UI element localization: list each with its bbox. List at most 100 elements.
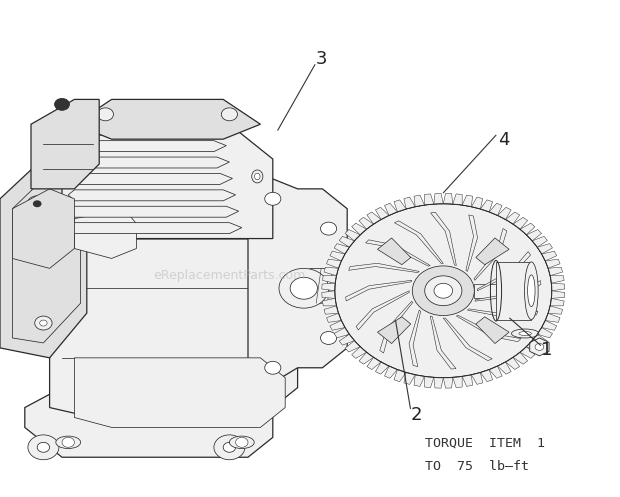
Polygon shape bbox=[74, 358, 285, 427]
Text: 3: 3 bbox=[316, 50, 327, 68]
Circle shape bbox=[341, 209, 546, 373]
Polygon shape bbox=[339, 237, 355, 247]
Polygon shape bbox=[409, 310, 421, 367]
Polygon shape bbox=[443, 318, 492, 361]
Text: TORQUE  ITEM  1: TORQUE ITEM 1 bbox=[425, 437, 545, 450]
Circle shape bbox=[412, 266, 474, 316]
Polygon shape bbox=[81, 124, 223, 135]
Polygon shape bbox=[496, 262, 531, 320]
Polygon shape bbox=[414, 195, 425, 207]
Circle shape bbox=[279, 268, 329, 308]
Circle shape bbox=[28, 435, 59, 460]
Polygon shape bbox=[505, 357, 520, 369]
Polygon shape bbox=[474, 284, 496, 298]
Polygon shape bbox=[453, 194, 462, 205]
Circle shape bbox=[265, 192, 281, 205]
Polygon shape bbox=[462, 195, 472, 207]
Polygon shape bbox=[310, 268, 372, 303]
Ellipse shape bbox=[519, 331, 531, 335]
Polygon shape bbox=[497, 207, 511, 220]
Polygon shape bbox=[322, 298, 337, 306]
Polygon shape bbox=[434, 193, 443, 204]
Circle shape bbox=[214, 435, 245, 460]
Polygon shape bbox=[330, 251, 345, 261]
Polygon shape bbox=[68, 190, 236, 201]
Polygon shape bbox=[367, 212, 381, 224]
Polygon shape bbox=[497, 362, 511, 374]
Polygon shape bbox=[551, 283, 565, 291]
Polygon shape bbox=[551, 291, 565, 298]
Polygon shape bbox=[475, 281, 541, 301]
Polygon shape bbox=[322, 276, 337, 283]
Circle shape bbox=[236, 437, 248, 447]
Circle shape bbox=[27, 196, 47, 212]
Polygon shape bbox=[248, 169, 347, 398]
Polygon shape bbox=[443, 377, 453, 388]
Polygon shape bbox=[538, 244, 552, 254]
Circle shape bbox=[434, 283, 453, 298]
Text: 2: 2 bbox=[411, 406, 422, 424]
Polygon shape bbox=[466, 215, 477, 271]
Polygon shape bbox=[414, 375, 425, 386]
Polygon shape bbox=[384, 366, 397, 378]
Polygon shape bbox=[330, 321, 345, 331]
Polygon shape bbox=[471, 197, 483, 209]
Polygon shape bbox=[346, 280, 412, 301]
Polygon shape bbox=[378, 238, 411, 265]
Ellipse shape bbox=[56, 436, 81, 448]
Polygon shape bbox=[367, 357, 381, 369]
Polygon shape bbox=[345, 230, 360, 241]
Polygon shape bbox=[467, 309, 538, 318]
Polygon shape bbox=[431, 213, 456, 265]
Polygon shape bbox=[327, 259, 342, 268]
Polygon shape bbox=[462, 375, 472, 386]
Circle shape bbox=[97, 108, 113, 121]
Polygon shape bbox=[532, 237, 547, 248]
Polygon shape bbox=[359, 352, 374, 364]
Polygon shape bbox=[394, 221, 443, 263]
Polygon shape bbox=[334, 328, 349, 338]
Polygon shape bbox=[480, 200, 493, 212]
Polygon shape bbox=[505, 212, 520, 224]
Polygon shape bbox=[356, 291, 409, 330]
Polygon shape bbox=[352, 223, 366, 235]
Polygon shape bbox=[550, 298, 564, 306]
Polygon shape bbox=[384, 203, 397, 215]
Ellipse shape bbox=[525, 262, 538, 320]
Polygon shape bbox=[78, 141, 226, 152]
Polygon shape bbox=[334, 244, 349, 254]
Polygon shape bbox=[548, 306, 562, 314]
Polygon shape bbox=[542, 321, 557, 331]
Text: eReplacementParts.com: eReplacementParts.com bbox=[153, 269, 306, 282]
Circle shape bbox=[33, 200, 42, 207]
Polygon shape bbox=[404, 197, 415, 209]
Polygon shape bbox=[0, 164, 87, 358]
Polygon shape bbox=[526, 340, 541, 352]
Polygon shape bbox=[324, 267, 339, 276]
Polygon shape bbox=[474, 229, 507, 280]
Ellipse shape bbox=[255, 173, 260, 180]
Circle shape bbox=[535, 343, 544, 350]
Circle shape bbox=[221, 108, 237, 121]
Circle shape bbox=[40, 320, 47, 326]
Polygon shape bbox=[376, 362, 389, 374]
Polygon shape bbox=[542, 251, 557, 261]
Polygon shape bbox=[443, 193, 453, 204]
Polygon shape bbox=[471, 372, 483, 384]
Polygon shape bbox=[12, 189, 74, 268]
Polygon shape bbox=[532, 334, 547, 345]
Polygon shape bbox=[430, 316, 456, 369]
Polygon shape bbox=[74, 209, 136, 258]
Polygon shape bbox=[476, 317, 509, 343]
Circle shape bbox=[35, 316, 52, 330]
Circle shape bbox=[321, 222, 337, 235]
Polygon shape bbox=[476, 238, 509, 265]
Polygon shape bbox=[425, 194, 434, 205]
Polygon shape bbox=[31, 99, 99, 189]
Polygon shape bbox=[526, 230, 541, 241]
Polygon shape bbox=[25, 388, 273, 457]
Polygon shape bbox=[520, 223, 535, 235]
Ellipse shape bbox=[229, 436, 254, 448]
Text: 1: 1 bbox=[541, 341, 552, 359]
Polygon shape bbox=[489, 366, 502, 378]
